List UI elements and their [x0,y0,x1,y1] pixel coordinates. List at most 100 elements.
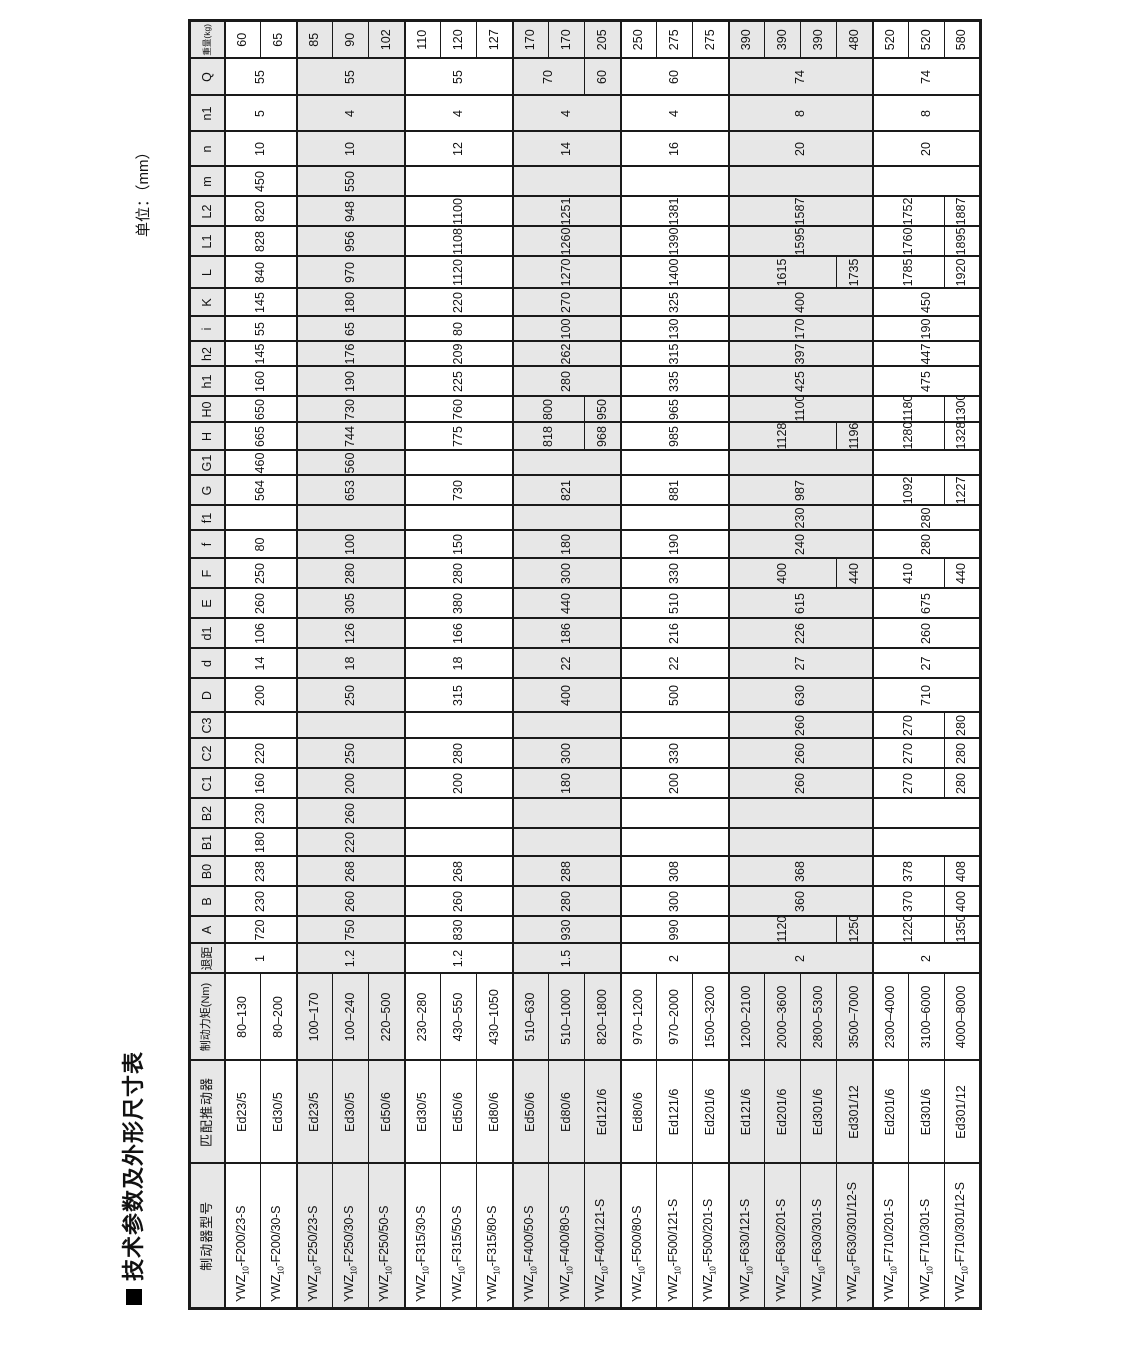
value-cell-torque: 970–1200 [620,973,657,1061]
value-cell-B1 [620,828,729,857]
value-cell-L: 1270 [512,256,621,289]
value-cell-L1: 956 [296,226,405,257]
value-cell-H: 1196 [836,422,873,451]
model-cell: YWZ10-F315/80-S [476,1163,513,1309]
value-cell-h2: 315 [620,341,729,367]
model-cell: YWZ10-F200/23-S [224,1163,261,1309]
value-cell-tuiju: 1.2 [296,943,405,974]
column-header-d1: d1 [189,618,225,649]
value-cell-h1: 190 [296,366,405,397]
value-cell-m [512,166,621,197]
value-cell-weight: 390 [728,20,765,59]
value-cell-L1: 1595 [728,226,873,257]
value-cell-C3: 260 [728,712,873,739]
value-cell-torque: 970–2000 [656,973,693,1061]
value-cell-C1: 200 [404,768,513,799]
value-cell-i: 190 [872,316,981,342]
value-cell-f1: 230 [728,505,873,531]
model-cell: YWZ10-F500/80-S [620,1163,657,1309]
value-cell-G1 [620,450,729,476]
value-cell-G: 653 [296,475,405,506]
value-cell-B0: 238 [224,856,297,887]
value-cell-n: 16 [620,131,729,167]
value-cell-Q: 55 [404,58,513,96]
value-cell-n1: 4 [404,95,513,132]
table-row: YWZ10-F500/80-S Ed80/6 970–1200 2 990 300 308 2… [620,20,729,1309]
value-cell-H: 1128 [728,422,837,451]
value-cell-torque: 820–1800 [584,973,621,1061]
value-cell-C3: 280 [944,712,981,739]
value-cell-n1: 8 [728,95,873,132]
value-cell-A: 720 [224,916,297,944]
value-cell-h2: 447 [872,341,981,367]
value-cell-C2: 270 [872,738,945,769]
value-cell-thruster: Ed121/6 [656,1060,693,1164]
value-cell-B: 260 [296,886,405,917]
value-cell-B: 280 [512,886,621,917]
value-cell-B: 300 [620,886,729,917]
value-cell-h2: 209 [404,341,513,367]
value-cell-weight: 520 [908,20,945,59]
value-cell-n: 10 [224,131,297,167]
value-cell-A: 990 [620,916,729,944]
value-cell-F: 280 [404,558,513,589]
page-title-text: 技术参数及外形尺寸表 [121,1050,146,1281]
value-cell-B: 370 [872,886,945,917]
value-cell-B1: 220 [296,828,405,857]
column-header-H: H [189,422,225,451]
value-cell-C2: 300 [512,738,621,769]
value-cell-weight: 120 [440,20,477,59]
value-cell-thruster: Ed30/5 [332,1060,369,1164]
column-header-B1: B1 [189,828,225,857]
value-cell-L1: 828 [224,226,297,257]
value-cell-d1: 186 [512,618,621,649]
value-cell-C1: 280 [944,768,981,799]
value-cell-d: 22 [620,648,729,679]
model-cell: YWZ10-F250/50-S [368,1163,405,1309]
value-cell-i: 65 [296,316,405,342]
value-cell-f: 150 [404,530,513,559]
value-cell-m [872,166,981,197]
value-cell-tuiju: 2 [728,943,873,974]
value-cell-L2: 820 [224,196,297,227]
value-cell-C3 [620,712,729,739]
value-cell-m [404,166,513,197]
value-cell-B0: 308 [620,856,729,887]
value-cell-C3 [404,712,513,739]
table-row: YWZ10-F315/30-S Ed30/5 230–280 1.2 830 260 268… [404,20,513,1309]
value-cell-f: 100 [296,530,405,559]
value-cell-thruster: Ed301/12 [836,1060,873,1164]
table-row: YWZ10-F200/23-S Ed23/5 80–130 1 720 230 238 180… [224,20,297,1309]
value-cell-B0: 288 [512,856,621,887]
value-cell-f1 [404,505,513,531]
value-cell-C2: 260 [728,738,873,769]
page-title: 技术参数及外形尺寸表 [116,1051,148,1305]
column-header-n: n [189,131,225,167]
value-cell-H0: 1100 [728,396,873,423]
value-cell-torque: 430–1050 [476,973,513,1061]
table-row: YWZ10-F710/201-S Ed201/6 2300–4000 2 1220 370… [872,20,981,1309]
value-cell-thruster: Ed121/6 [584,1060,621,1164]
column-header-G: G [189,475,225,506]
value-cell-m [620,166,729,197]
value-cell-B1 [872,828,981,857]
value-cell-f1 [620,505,729,531]
value-cell-weight: 390 [800,20,837,59]
value-cell-H0: 800 [512,396,585,423]
value-cell-d1: 166 [404,618,513,649]
value-cell-torque: 80–200 [260,973,297,1061]
value-cell-n: 10 [296,131,405,167]
column-header-f: f [189,530,225,559]
value-cell-H0: 730 [296,396,405,423]
model-cell: YWZ10-F630/121-S [728,1163,765,1309]
value-cell-L: 1615 [728,256,837,289]
value-cell-torque: 3100–6000 [908,973,945,1061]
value-cell-C2: 250 [296,738,405,769]
value-cell-G1: 560 [296,450,405,476]
value-cell-torque: 1200–2100 [728,973,765,1061]
value-cell-d: 14 [224,648,297,679]
value-cell-d: 18 [404,648,513,679]
value-cell-thruster: Ed50/6 [368,1060,405,1164]
